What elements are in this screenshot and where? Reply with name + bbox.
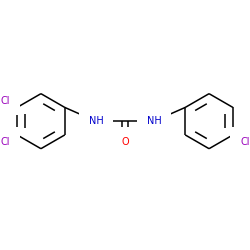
Text: NH: NH [147,116,162,126]
Text: O: O [121,137,129,147]
Text: Cl: Cl [0,137,10,147]
Text: Cl: Cl [240,137,250,147]
Text: NH: NH [88,116,103,126]
Text: Cl: Cl [0,96,10,106]
